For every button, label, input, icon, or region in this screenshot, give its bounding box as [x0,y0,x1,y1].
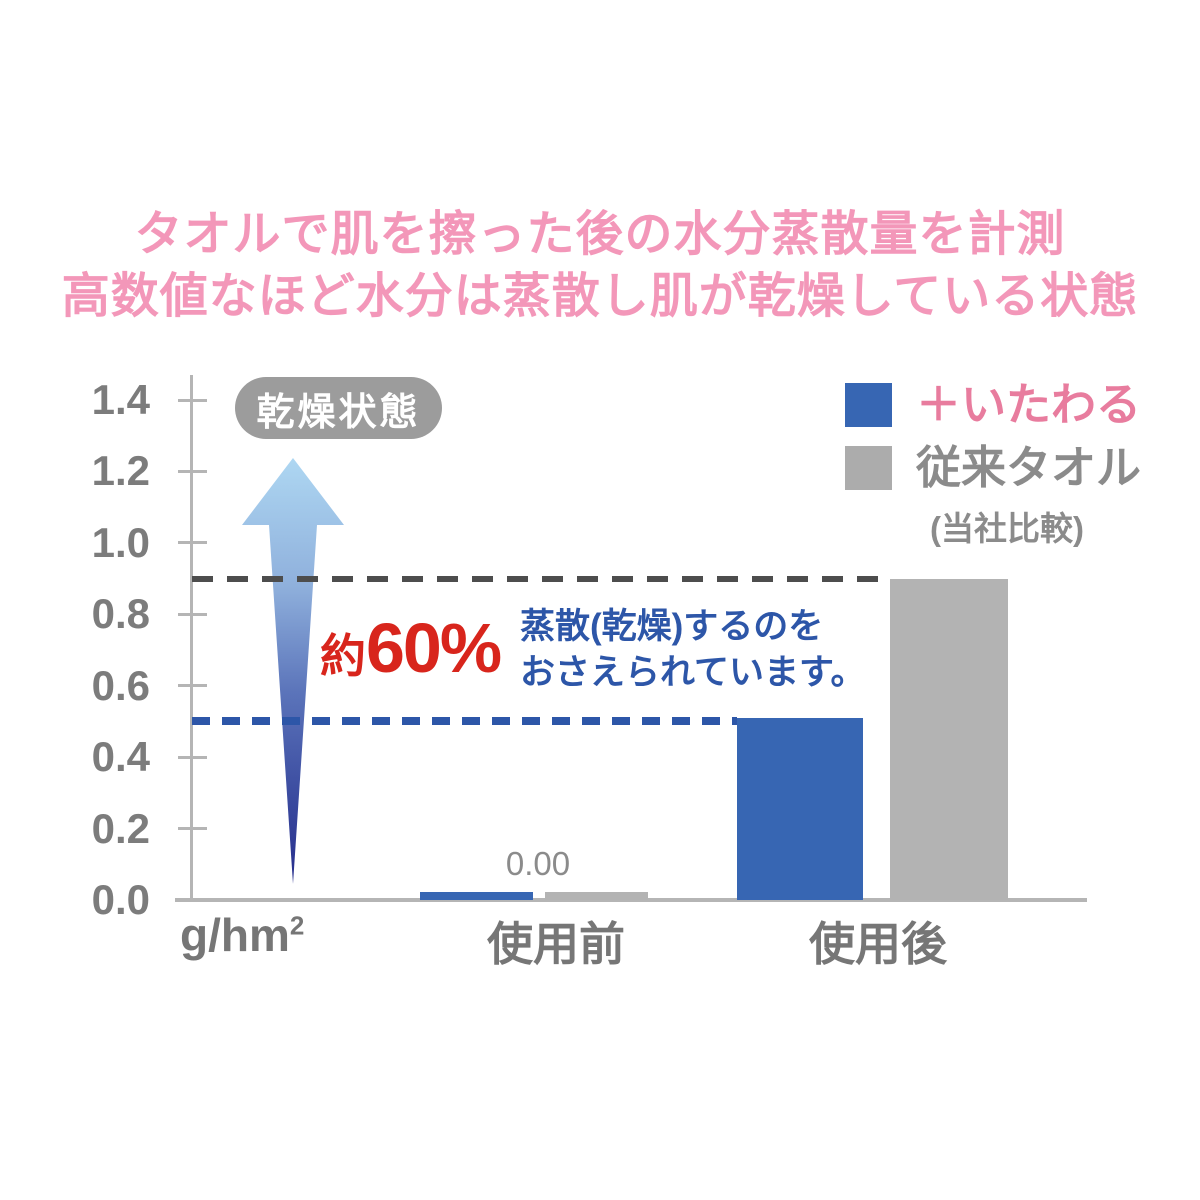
unit-label: g/hm2 [180,908,304,962]
y-axis-line [190,375,193,902]
legend-swatch-conventional [845,446,892,490]
chart-title: タオルで肌を擦った後の水分蒸散量を計測 高数値なほど水分は蒸散し肌が乾燥している… [0,204,1200,328]
y-tick-mark [178,684,207,688]
x-axis-line [175,898,1087,902]
legend-label-conventional: 従来タオル [916,442,1142,493]
y-tick-mark [178,541,207,545]
y-tick-label: 1.4 [91,376,150,423]
legend-swatch-itawaru [845,383,892,427]
chart-title-line1: タオルで肌を擦った後の水分蒸散量を計測 [134,208,1066,261]
y-tick-label: 0.8 [91,590,150,638]
y-tick-label: 1.0 [91,518,150,566]
description-line1: 蒸散(乾燥)するのを [520,607,824,646]
x-category-label-0: 使用前 [487,918,625,970]
y-tick-label: 0.6 [91,661,150,709]
y-tick-label: 1.2 [91,447,150,495]
description-line2: おさえられています。 [520,653,866,692]
bar-series0-cat1 [737,717,863,900]
y-tick-mark [178,755,207,759]
reduction-percent-annotation: 約 60% [320,608,502,688]
unit-superscript: 2 [289,910,305,941]
dry-state-badge: 乾燥状態 [235,377,442,439]
percent-value: 60% [366,609,502,687]
y-tick-label: 0.0 [91,876,150,923]
reference-line-gray [192,575,884,582]
y-tick-label: 0.2 [91,804,150,852]
y-tick-mark [178,898,207,902]
description-annotation: 蒸散(乾燥)するのを おさえられています。 [520,604,865,696]
bar-series1-cat1 [890,578,1008,900]
y-tick-label: 0.4 [91,733,150,781]
legend-note: (当社比較) [930,510,1084,547]
approx-prefix: 約 [320,630,366,682]
x-category-label-1: 使用後 [809,918,947,970]
y-tick-mark [178,398,207,402]
reference-line-blue [192,717,737,726]
legend-label-itawaru: ＋いたわる [916,379,1142,430]
y-tick-mark [178,827,207,831]
y-tick-mark [178,612,207,616]
chart-title-line2: 高数値なほど水分は蒸散し肌が乾燥している状態 [61,270,1139,323]
y-tick-mark [178,469,207,473]
unit-base: g/hm [180,909,290,961]
bar-series0-cat0 [420,892,533,900]
bar-series1-cat0 [545,892,648,900]
zero-value-label: 0.00 [505,845,571,882]
